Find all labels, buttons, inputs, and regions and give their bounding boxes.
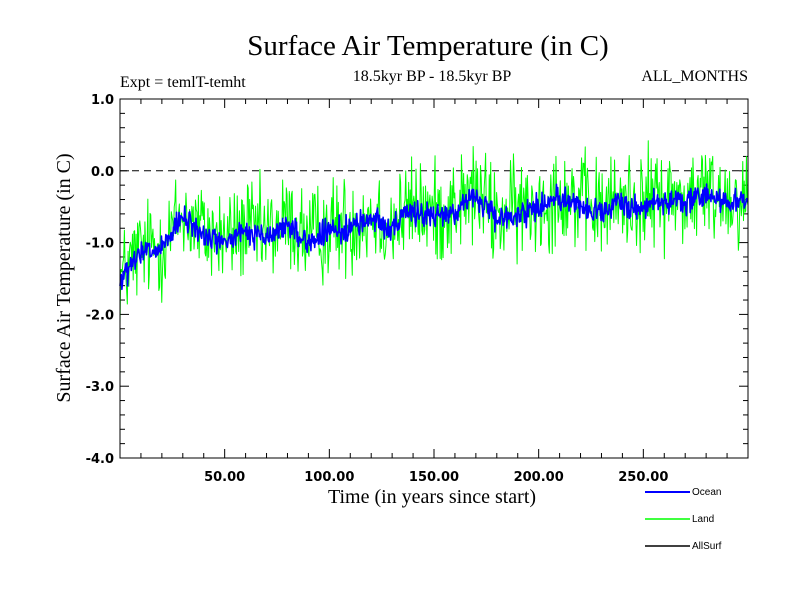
series-line-ocean bbox=[119, 183, 749, 291]
legend: Ocean Land AllSurf bbox=[645, 487, 722, 552]
period-label: 18.5kyr BP - 18.5kyr BP bbox=[353, 68, 512, 85]
legend-label-land: Land bbox=[692, 514, 714, 525]
y-tick-label: -4.0 bbox=[86, 452, 114, 467]
legend-label-allsurf: AllSurf bbox=[692, 541, 722, 552]
chart-title: Surface Air Temperature (in C) bbox=[247, 30, 608, 62]
x-tick-label: 50.00 bbox=[204, 470, 245, 485]
months-label: ALL_MONTHS bbox=[641, 68, 748, 85]
x-tick-label: 100.00 bbox=[304, 470, 354, 485]
y-tick-label: 1.0 bbox=[91, 93, 114, 108]
x-tick-label: 150.00 bbox=[409, 470, 459, 485]
y-tick-label: -1.0 bbox=[86, 237, 114, 252]
legend-label-ocean: Ocean bbox=[692, 487, 721, 498]
plot-frame bbox=[119, 98, 749, 459]
y-tick-label: -3.0 bbox=[86, 380, 114, 395]
plot-area: 50.00 100.00 150.00 200.00 250.00 1.0 0.0 -1.0 -… bbox=[86, 93, 749, 485]
experiment-label: Expt = temlT-temht bbox=[120, 74, 246, 91]
x-axis-label: Time (in years since start) bbox=[328, 486, 536, 508]
y-tick-label: -2.0 bbox=[86, 308, 114, 323]
y-axis-label: Surface Air Temperature (in C) bbox=[53, 153, 75, 402]
x-tick-label: 250.00 bbox=[618, 470, 668, 485]
x-tick-label: 200.00 bbox=[514, 470, 564, 485]
y-tick-label: 0.0 bbox=[91, 165, 114, 180]
